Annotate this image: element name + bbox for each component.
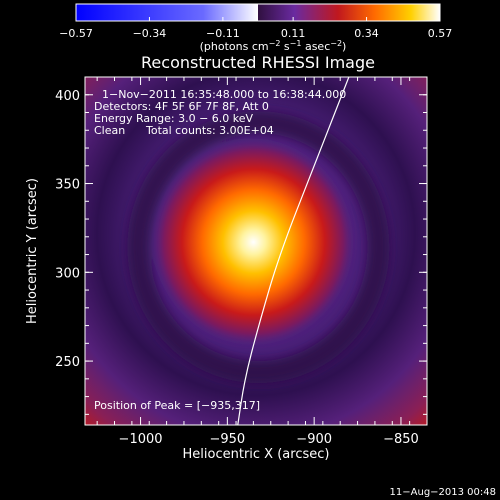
energy-annotation: Energy Range: 3.0 − 6.0 keV (94, 112, 254, 125)
hxr-source (151, 137, 356, 347)
chart-title: Reconstructed RHESSI Image (141, 53, 375, 72)
peak-position-annotation: Position of Peak = [−935,317] (94, 399, 260, 412)
colorbar-gradient (75, 3, 441, 22)
colorbar-tick-label: −0.57 (59, 27, 93, 40)
dark-ring (127, 111, 390, 384)
colorbar-unit-label: (photons cm−2 s−1 asec−2) (200, 39, 347, 53)
colorbar-tick-label: 0.34 (354, 27, 379, 40)
y-tick-label: 250 (55, 355, 80, 370)
x-tick-label: −1000 (119, 432, 163, 447)
y-tick-label: 300 (55, 266, 80, 281)
annotations: 1−Nov−2011 16:35:48.000 to 16:38:44.000 … (94, 88, 346, 412)
detectors-annotation: Detectors: 4F 5F 6F 7F 8F, Att 0 (94, 100, 269, 113)
x-tick-label: −950 (209, 432, 245, 447)
y-axis-ticks: 250 300 350 400 (55, 76, 427, 415)
y-tick-label: 350 (55, 178, 80, 193)
time-range-annotation: 1−Nov−2011 16:35:48.000 to 16:38:44.000 (102, 88, 346, 101)
colorbar-ticks: −0.57 −0.34 −0.11 0.11 0.34 0.57 (59, 17, 452, 40)
solar-limb-curve (237, 77, 350, 425)
y-tick-label: 400 (55, 89, 80, 104)
x-tick-label: −900 (296, 432, 332, 447)
footer-timestamp: 11−Aug−2013 00:48 (390, 487, 496, 498)
colorbar: −0.57 −0.34 −0.11 0.11 0.34 0.57 (photons cm−… (59, 3, 452, 53)
total-counts-annotation: Total counts: 3.00E+04 (145, 124, 274, 137)
plot-frame (84, 76, 428, 426)
x-axis-ticks: −1000 −950 −900 −850 (96, 77, 419, 447)
x-tick-label: −850 (383, 432, 419, 447)
y-axis-label: Heliocentric Y (arcsec) (25, 178, 40, 324)
colorbar-tick-label: −0.34 (133, 27, 167, 40)
colorbar-tick-label: 0.57 (428, 27, 453, 40)
x-axis-label: Heliocentric X (arcsec) (183, 447, 330, 462)
clean-annotation: Clean (94, 124, 125, 137)
colorbar-tick-label: 0.11 (281, 27, 306, 40)
plot-area (85, 77, 427, 425)
colorbar-tick-label: −0.11 (206, 27, 240, 40)
